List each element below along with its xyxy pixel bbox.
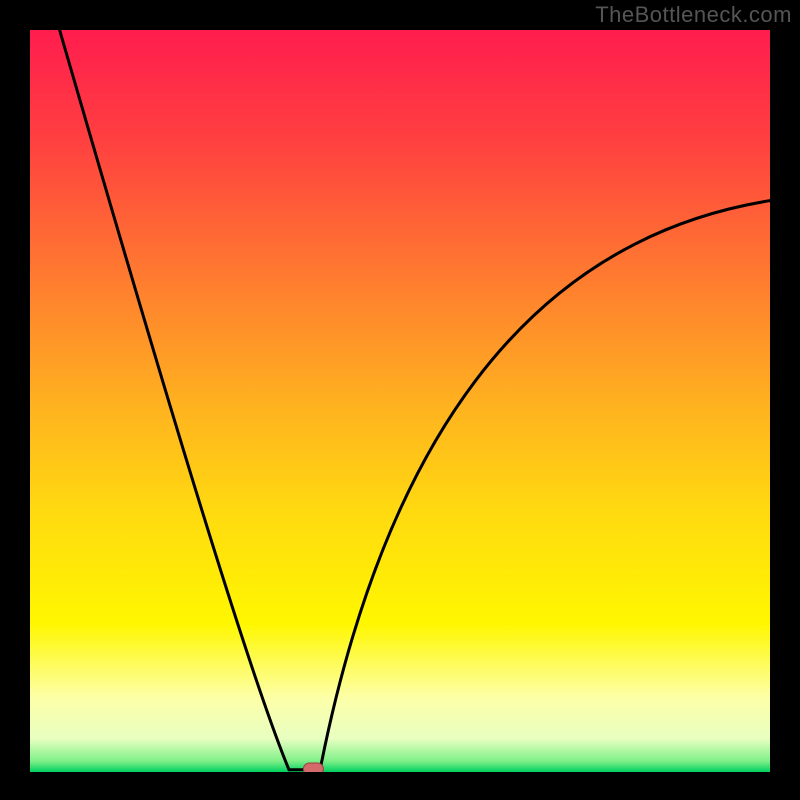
bottleneck-curve (60, 30, 770, 770)
plot-area (30, 30, 770, 772)
watermark-text: TheBottleneck.com (595, 2, 792, 28)
curve-overlay (30, 30, 770, 772)
notch-marker (303, 763, 323, 772)
chart-container: TheBottleneck.com (0, 0, 800, 800)
